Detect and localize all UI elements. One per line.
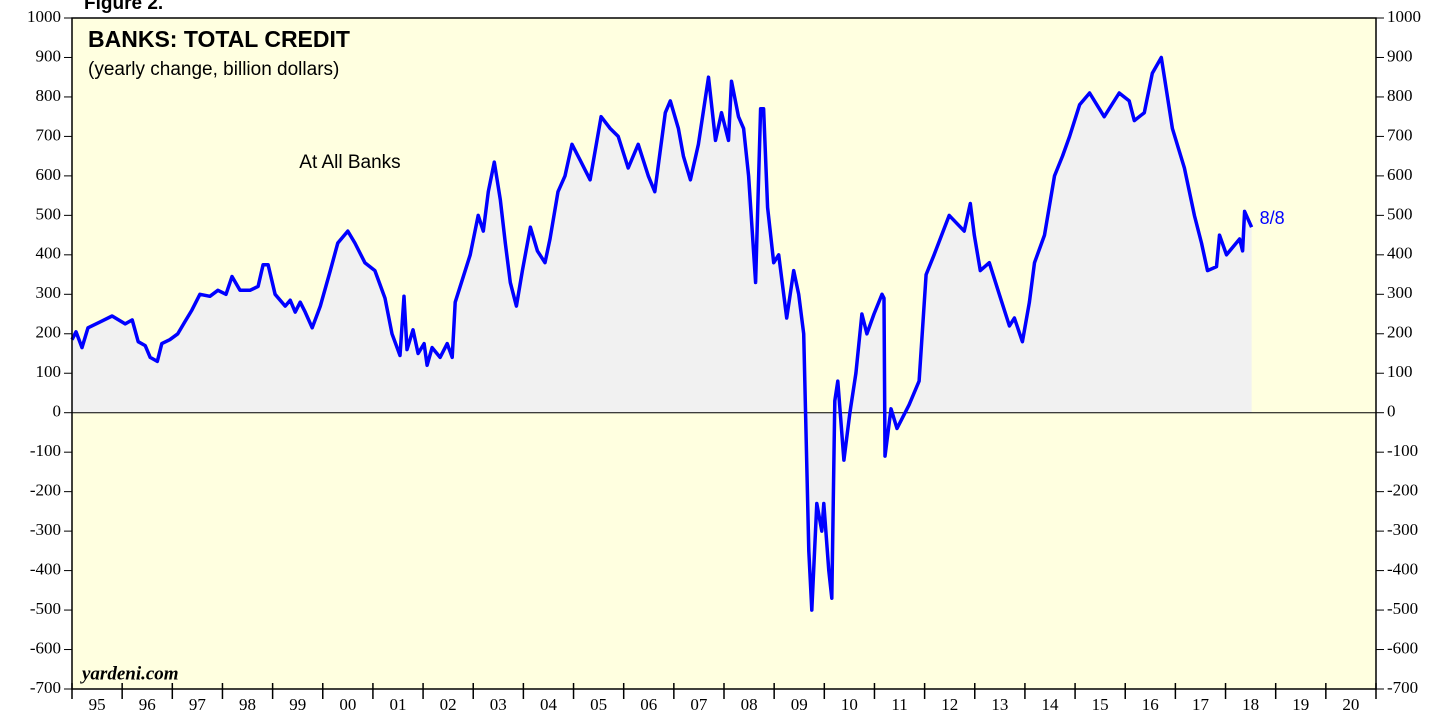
chart-title: BANKS: TOTAL CREDIT [88,26,350,52]
x-tick-label: 98 [239,695,256,714]
y2-tick-label: -500 [1387,599,1418,618]
x-tick-label: 19 [1292,695,1309,714]
x-tick-label: 02 [440,695,457,714]
x-tick-label: 13 [991,695,1008,714]
y-tick-label: 600 [36,165,62,184]
y-tick-label: 500 [36,204,62,223]
y2-tick-label: -100 [1387,441,1418,460]
y-tick-label: 900 [36,46,62,65]
x-tick-label: 08 [741,695,758,714]
y-tick-label: 800 [36,86,62,105]
chart-subtitle: (yearly change, billion dollars) [88,59,339,80]
x-tick-label: 95 [89,695,106,714]
y2-tick-label: -200 [1387,481,1418,500]
y2-tick-label: 600 [1387,165,1413,184]
x-tick-label: 97 [189,695,207,714]
end-label: 8/8 [1260,208,1285,228]
y-tick-label: -300 [30,520,61,539]
figure-label: Figure 2. [84,0,163,14]
x-tick-label: 99 [289,695,306,714]
x-tick-label: 06 [640,695,657,714]
x-tick-label: 96 [139,695,156,714]
y2-tick-label: 700 [1387,125,1413,144]
y-tick-label: 100 [36,362,62,381]
source: yardeni.com [80,663,179,684]
y-tick-label: -100 [30,441,61,460]
x-tick-label: 03 [490,695,507,714]
area [72,57,1252,611]
x-tick-label: 09 [791,695,808,714]
y2-tick-label: -700 [1387,678,1418,697]
x-tick-label: 00 [339,695,356,714]
y-tick-label: 700 [36,125,62,144]
y2-tick-label: -300 [1387,520,1418,539]
y-tick-label: 200 [36,323,62,342]
y2-tick-label: 0 [1387,402,1396,421]
y-tick-label: 1000 [27,7,61,26]
x-tick-label: 14 [1042,695,1060,714]
y-tick-label: 0 [53,402,62,421]
y2-tick-label: 500 [1387,204,1413,223]
x-tick-label: 07 [690,695,708,714]
x-tick-label: 18 [1242,695,1259,714]
x-tick-label: 15 [1092,695,1109,714]
x-tick-label: 01 [390,695,407,714]
y-tick-label: 300 [36,283,62,302]
y-tick-label: -700 [30,678,61,697]
y-tick-label: -400 [30,559,61,578]
y-tick-label: -200 [30,481,61,500]
y2-tick-label: -600 [1387,638,1418,657]
y2-tick-label: 1000 [1387,7,1421,26]
y2-tick-label: 100 [1387,362,1413,381]
y2-tick-label: 200 [1387,323,1413,342]
x-tick-label: 05 [590,695,607,714]
line [70,55,1254,612]
x-tick-label: 20 [1342,695,1359,714]
y2-tick-label: 900 [1387,46,1413,65]
x-tick-label: 12 [941,695,958,714]
x-tick-label: 11 [891,695,907,714]
x-tick-label: 16 [1142,695,1159,714]
y2-tick-label: 300 [1387,283,1413,302]
annotation: At All Banks [299,152,400,173]
x-tick-label: 10 [841,695,858,714]
y2-tick-label: 800 [1387,86,1413,105]
y-tick-label: -600 [30,638,61,657]
y2-tick-label: -400 [1387,559,1418,578]
x-tick-label: 04 [540,695,558,714]
y-tick-label: 400 [36,244,62,263]
x-tick-label: 17 [1192,695,1210,714]
y-tick-label: -500 [30,599,61,618]
y2-tick-label: 400 [1387,244,1413,263]
